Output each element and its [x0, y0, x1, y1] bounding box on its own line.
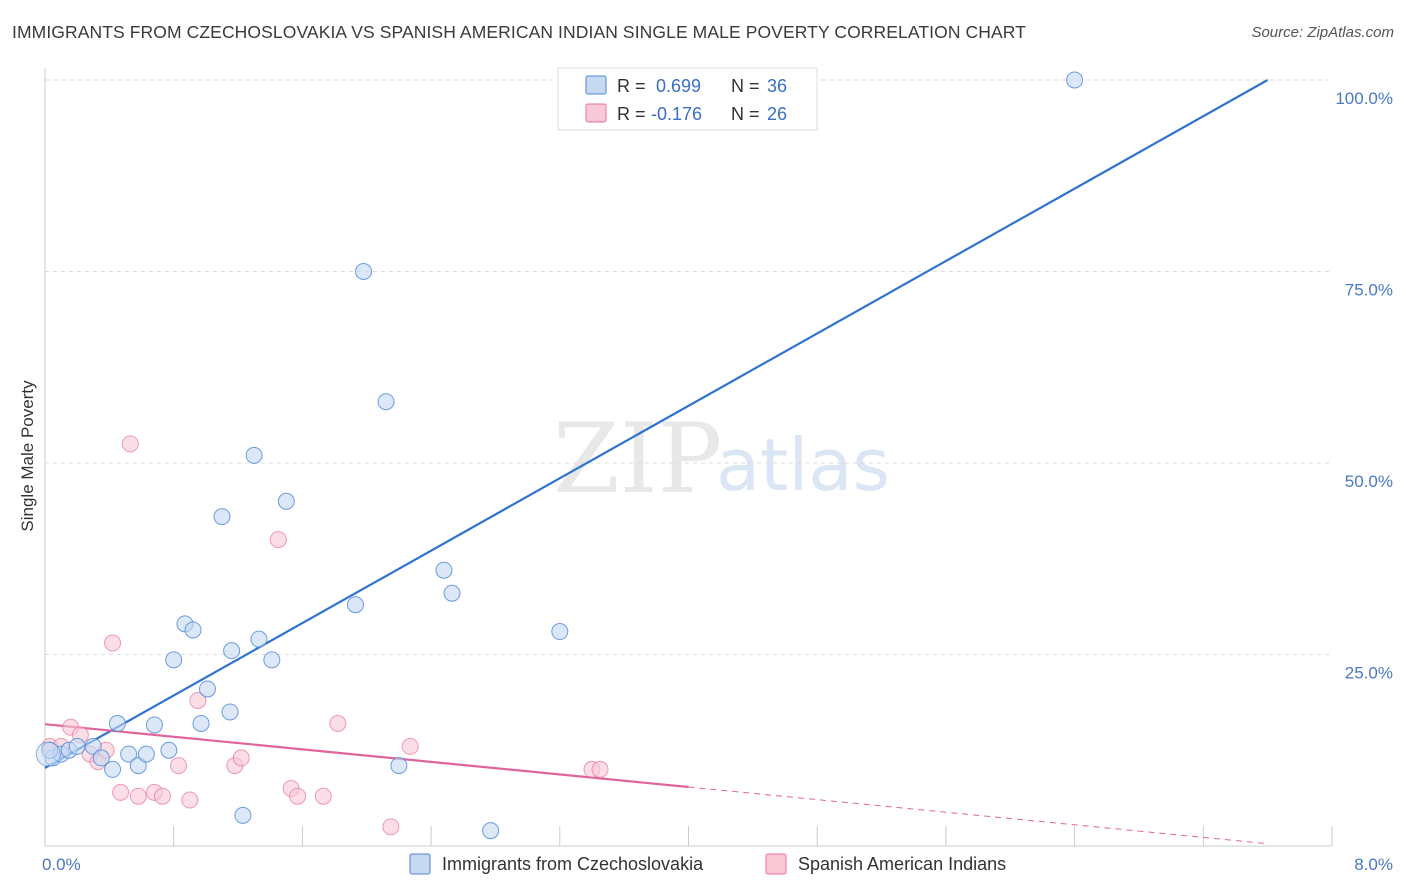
- point-spanish-american-indians-13: [170, 757, 188, 775]
- series-legend-swatch-pink: [765, 853, 787, 875]
- point-spanish-american-indians-21: [314, 787, 332, 805]
- point-czechoslovakia-26: [346, 596, 364, 614]
- x-tick-label-min: 0.0%: [42, 855, 81, 874]
- point-czechoslovakia-29: [390, 757, 408, 775]
- point-spanish-american-indians-12: [153, 787, 171, 805]
- point-czechoslovakia-28: [377, 393, 395, 411]
- gridlines: [45, 79, 1332, 655]
- point-czechoslovakia-4: [84, 737, 102, 755]
- point-czechoslovakia-21: [234, 806, 252, 824]
- point-czechoslovakia-3: [68, 737, 86, 755]
- trend-line-spanish-american-indians: [44, 723, 689, 789]
- series-legend-label-1: Immigrants from Czechoslovakia: [442, 854, 704, 874]
- legend-n-value-1: 36: [767, 76, 787, 96]
- point-czechoslovakia-25: [277, 492, 295, 510]
- point-spanish-american-indians-8: [112, 783, 130, 801]
- point-czechoslovakia-30: [435, 561, 453, 579]
- chart-title: IMMIGRANTS FROM CZECHOSLOVAKIA VS SPANIS…: [12, 22, 1026, 42]
- point-spanish-american-indians-10: [129, 787, 147, 805]
- point-czechoslovakia-12: [160, 741, 178, 759]
- point-czechoslovakia-13: [165, 651, 183, 669]
- series-legend-label-2: Spanish American Indians: [798, 854, 1006, 874]
- point-czechoslovakia-19: [221, 703, 239, 721]
- stats-legend: R = 0.699 N = 36 R = -0.176 N = 26: [557, 67, 818, 131]
- y-tick-label-25: 25.0%: [1345, 664, 1393, 683]
- point-spanish-american-indians-7: [104, 634, 122, 652]
- point-czechoslovakia-24: [263, 651, 281, 669]
- point-czechoslovakia-18: [213, 508, 231, 526]
- point-czechoslovakia-15: [184, 621, 202, 639]
- watermark-atlas: atlas: [716, 423, 890, 507]
- y-tick-label-100: 100.0%: [1335, 89, 1393, 108]
- trend-line-czechoslovakia: [44, 79, 1269, 769]
- trend-line-spanish-american-indians-extension: [688, 786, 1268, 845]
- point-spanish-american-indians-20: [289, 787, 307, 805]
- legend-r-value-2: -0.176: [651, 104, 702, 124]
- point-czechoslovakia-10: [137, 745, 155, 763]
- point-czechoslovakia-17: [198, 680, 216, 698]
- point-czechoslovakia-8: [120, 745, 138, 763]
- point-spanish-american-indians-22: [329, 714, 347, 732]
- point-spanish-american-indians-14: [181, 791, 199, 809]
- tick-labels: 25.0% 50.0% 75.0% 100.0% 0.0% 8.0%: [42, 89, 1393, 874]
- point-czechoslovakia-11: [145, 716, 163, 734]
- point-czechoslovakia-5: [92, 749, 110, 767]
- axes: [44, 68, 1333, 847]
- y-tick-label-50: 50.0%: [1345, 472, 1393, 491]
- point-czechoslovakia-32: [482, 822, 500, 840]
- point-spanish-american-indians-9: [121, 435, 139, 453]
- point-czechoslovakia-23: [250, 630, 268, 648]
- legend-n-label-2: N =: [731, 104, 760, 124]
- legend-r-label-2: R =: [617, 104, 646, 124]
- point-czechoslovakia-16: [192, 714, 210, 732]
- point-czechoslovakia-33: [551, 623, 569, 641]
- point-czechoslovakia-20: [223, 642, 241, 660]
- data-points: [35, 71, 1084, 840]
- point-czechoslovakia-31: [443, 584, 461, 602]
- watermark-zip: ZIP: [553, 403, 722, 515]
- point-spanish-american-indians-15: [189, 691, 207, 709]
- legend-r-label-1: R =: [617, 76, 646, 96]
- point-spanish-american-indians-24: [401, 737, 419, 755]
- point-czechoslovakia-9: [129, 757, 147, 775]
- point-czechoslovakia-7: [108, 714, 126, 732]
- legend-n-label-1: N =: [731, 76, 760, 96]
- x-tick-label-max: 8.0%: [1354, 855, 1393, 874]
- point-spanish-american-indians-26: [591, 760, 609, 778]
- series-legend-swatch-blue: [409, 853, 431, 875]
- legend-r-value-1: 0.699: [656, 76, 701, 96]
- source-credit: Source: ZipAtlas.com: [1251, 24, 1394, 41]
- series-legend: Immigrants from Czechoslovakia Spanish A…: [409, 853, 1006, 875]
- y-tick-label-75: 75.0%: [1345, 281, 1393, 300]
- point-czechoslovakia-6: [104, 760, 122, 778]
- point-cluster-origin: [35, 741, 61, 767]
- point-czechoslovakia-27: [355, 263, 373, 280]
- legend-swatch-pink: [585, 103, 607, 123]
- point-spanish-american-indians-17: [232, 749, 250, 767]
- legend-n-value-2: 26: [767, 104, 787, 124]
- point-spanish-american-indians-18: [269, 531, 287, 549]
- point-czechoslovakia-34: [1066, 71, 1084, 89]
- point-spanish-american-indians-23: [382, 818, 400, 836]
- point-czechoslovakia-22: [245, 446, 263, 464]
- legend-swatch-blue: [585, 75, 607, 95]
- trend-lines: [44, 79, 1269, 845]
